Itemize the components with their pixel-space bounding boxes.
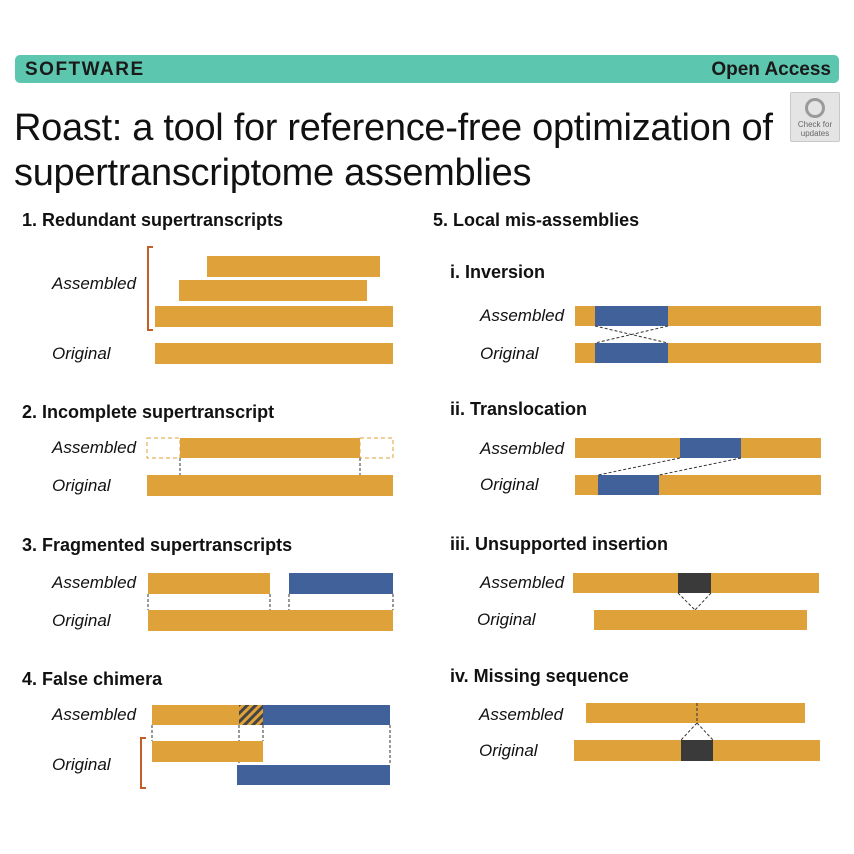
check-for-updates-label: Check for updates	[797, 120, 833, 138]
panel-5iv-graphic	[574, 703, 820, 761]
missing-segment	[681, 740, 713, 761]
panel-5i-heading: i. Inversion	[450, 262, 546, 282]
panel-5-heading: 5. Local mis-assemblies	[433, 210, 640, 230]
original-label: Original	[479, 741, 538, 760]
panel-5i-graphic	[575, 306, 821, 363]
assembled-fragment-2	[289, 573, 393, 594]
check-for-updates-badge[interactable]: Check for updates	[790, 92, 840, 142]
panel-1-graphic	[147, 246, 393, 364]
original-bar	[147, 475, 393, 496]
assembled-bar	[179, 280, 367, 301]
inserted-segment	[678, 573, 711, 593]
panel-5iv-heading: iv. Missing sequence	[450, 666, 629, 686]
missing-end-right	[359, 437, 394, 459]
assembled-label: Assembled	[479, 705, 564, 724]
panel-3-heading: 3. Fragmented supertranscripts	[22, 535, 293, 555]
translocated-segment	[680, 438, 741, 458]
panel-5ii-graphic	[575, 438, 821, 495]
original-label: Original	[52, 611, 111, 630]
panel-5ii-heading: ii. Translocation	[450, 399, 588, 419]
assembled-blue-part	[263, 705, 390, 725]
original-bar	[148, 610, 393, 631]
assembled-label: Assembled	[52, 438, 137, 457]
panel-3-graphic	[147, 573, 394, 631]
assembled-label: Assembled	[480, 573, 565, 592]
assembled-bar	[207, 256, 380, 277]
original-label: Original	[477, 610, 536, 629]
original-label: Original	[52, 476, 111, 495]
bookmark-icon	[805, 98, 825, 118]
panel-2-heading: 2. Incomplete supertranscript	[22, 402, 275, 422]
assembled-overlap	[239, 705, 263, 725]
panel-4-heading: 4. False chimera	[22, 669, 163, 689]
assembled-fragment-1	[148, 573, 270, 594]
missing-end-left	[146, 437, 181, 459]
assembled-bracket	[147, 246, 153, 331]
assembled-label: Assembled	[480, 306, 565, 325]
assembled-bar	[155, 306, 393, 327]
original-label: Original	[480, 344, 539, 363]
original-bar	[155, 343, 393, 364]
original-blue-bar	[237, 765, 390, 785]
assembled-bar	[180, 438, 360, 458]
panel-1-heading: 1. Redundant supertranscripts	[22, 210, 284, 230]
original-bracket	[140, 737, 146, 789]
open-access-label[interactable]: Open Access	[711, 59, 831, 80]
article-title: Roast: a tool for reference-free optimiz…	[14, 107, 773, 194]
panel-4-graphic	[140, 705, 391, 789]
article-category: SOFTWARE	[25, 59, 145, 80]
assembled-gold-part	[152, 705, 239, 725]
journal-banner: SOFTWARE Open Access	[15, 55, 839, 83]
panel-5iii-graphic	[573, 573, 819, 630]
panel-2-graphic	[146, 437, 394, 496]
assembled-label: Assembled	[52, 573, 137, 592]
original-label: Original	[52, 344, 111, 363]
panel-5iii-heading: iii. Unsupported insertion	[450, 534, 669, 554]
assembled-label: Assembled	[480, 439, 565, 458]
original-gold-bar	[152, 741, 263, 762]
inverted-segment	[595, 306, 668, 326]
assembled-label: Assembled	[52, 705, 137, 724]
assembled-label: Assembled	[52, 274, 137, 293]
original-label: Original	[52, 755, 111, 774]
original-label: Original	[480, 475, 539, 494]
